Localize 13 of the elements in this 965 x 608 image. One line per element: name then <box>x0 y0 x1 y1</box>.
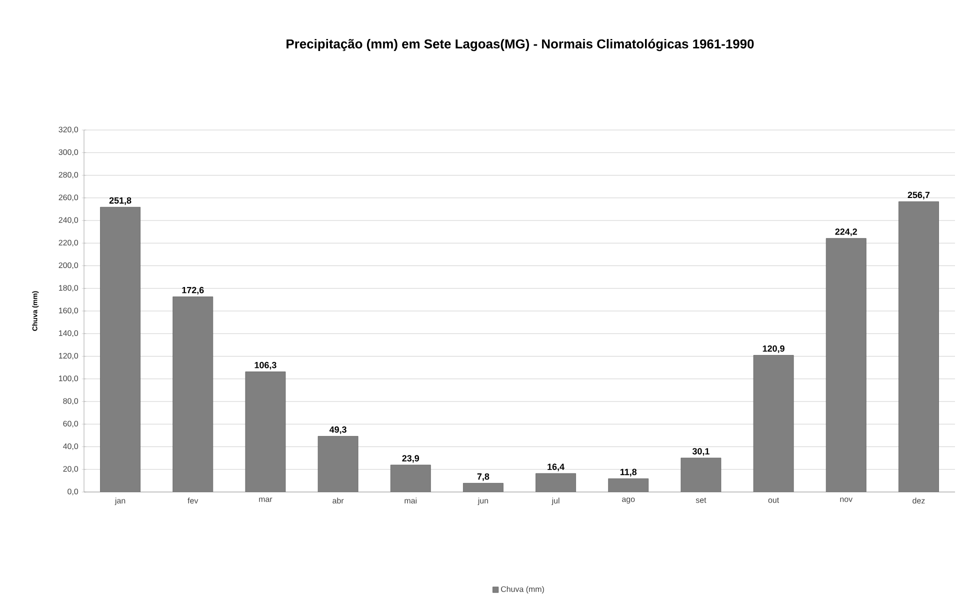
data-label: 172,6 <box>182 286 204 295</box>
data-label: 16,4 <box>548 464 564 472</box>
data-label: 30,1 <box>692 448 710 456</box>
data-label: 224,2 <box>835 228 857 236</box>
chart-title: Precipitação (mm) em Sete Lagoas(MG) - Normais Climatológicas 1961-1990 <box>286 38 754 52</box>
data-label: 7,8 <box>477 473 490 481</box>
data-label: 106,3 <box>254 362 276 370</box>
data-label: 256,7 <box>908 192 930 200</box>
data-label: 251,8 <box>109 197 132 205</box>
data-label: 23,9 <box>402 455 420 463</box>
data-label: 11,8 <box>620 468 637 476</box>
data-label: 49,3 <box>329 426 346 434</box>
data-label: 120,9 <box>762 345 784 354</box>
